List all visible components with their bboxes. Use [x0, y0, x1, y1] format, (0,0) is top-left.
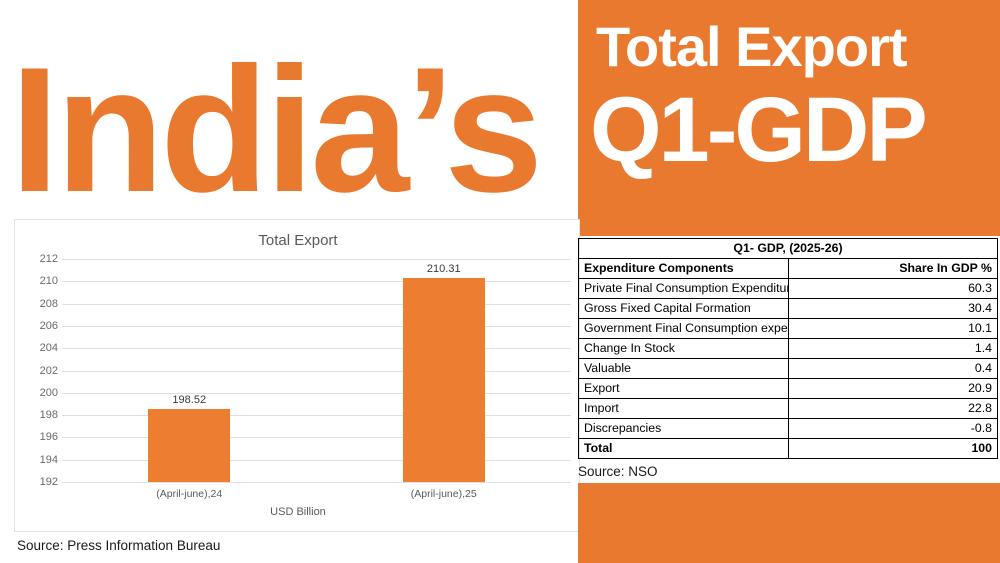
table-row: Gross Fixed Capital Formation 30.4: [578, 298, 998, 319]
column-header-share-in-gdp: Share In GDP %: [787, 258, 998, 279]
q1-gdp-table: Q1- GDP, (2025-26) Expenditure Component…: [578, 238, 998, 459]
chart-bar-value-label: 198.52: [172, 394, 207, 407]
chart-gridline: [62, 259, 571, 260]
total-export-bar-chart: Total Export 212 210 208 206 204 202 200 198 196…: [14, 219, 580, 532]
chart-gridline: [62, 325, 571, 327]
chart-gridline: [62, 348, 571, 350]
header-title-q1-gdp: Q1-GDP: [590, 79, 928, 181]
table-cell-share: 10.1: [787, 318, 998, 339]
table-cell-share: 20.9: [787, 378, 998, 399]
chart-plot-area: 198.52 (April-june),24 210.31 (April-june),…: [62, 259, 571, 500]
table-cell-share: 22.8: [787, 398, 998, 419]
table-row: Discrepancies -0.8: [578, 418, 998, 439]
chart-bar: [402, 277, 485, 482]
table-cell-component: Valuable: [578, 358, 789, 379]
table-row: Export 20.9: [578, 378, 998, 399]
table-row: Change In Stock 1.4: [578, 338, 998, 359]
table-cell-component: Discrepancies: [578, 418, 789, 439]
y-axis-tick-label: 200: [39, 386, 58, 399]
header-title-total-export: Total Export: [596, 15, 908, 78]
y-axis-tick-label: 202: [39, 364, 58, 377]
table-row: Valuable 0.4: [578, 358, 998, 379]
orange-footer-block: [578, 483, 1000, 563]
x-axis-title: USD Billion: [270, 506, 326, 518]
chart-title: Total Export: [258, 232, 338, 249]
q1-gdp-table-wrapper: Q1- GDP, (2025-26) Expenditure Component…: [578, 238, 998, 459]
table-cell-total-value: 100: [787, 438, 998, 459]
table-cell-component: Private Final Consumption Expenditure: [578, 278, 789, 299]
chart-gridline: [62, 415, 571, 417]
table-cell-component: Change In Stock: [578, 338, 789, 359]
table-cell-share: 0.4: [787, 358, 998, 379]
y-axis-tick-label: 208: [39, 297, 58, 310]
table-cell-component: Export: [578, 378, 789, 399]
chart-gridline: [62, 392, 571, 394]
chart-gridline: [62, 281, 571, 283]
table-cell-component: Import: [578, 398, 789, 419]
chart-gridline: [62, 437, 571, 439]
chart-category-label: (April-june),24: [156, 488, 223, 500]
orange-header-block: Total Export Q1-GDP: [578, 0, 1000, 236]
table-row: Government Final Consumption expenditure…: [578, 318, 998, 339]
table-row: Import 22.8: [578, 398, 998, 419]
chart-category-label: (April-june),25: [410, 488, 477, 500]
table-cell-share: -0.8: [787, 418, 998, 439]
chart-bar-value-label: 210.31: [426, 262, 461, 275]
headline-indias: India’s: [10, 40, 543, 220]
table-title-row: Q1- GDP, (2025-26): [578, 238, 998, 259]
y-axis-tick-label: 206: [39, 319, 58, 332]
y-axis-tick-label: 212: [39, 253, 58, 265]
y-axis-tick-label: 198: [39, 409, 58, 422]
chart-source-note: Source: Press Information Bureau: [17, 538, 221, 553]
chart-bar: [148, 409, 231, 482]
y-axis-tick-labels: 212 210 208 206 204 202 200 198 196 194 192: [15, 253, 58, 488]
table-source-note: Source: NSO: [578, 464, 658, 479]
table-cell-component: Government Final Consumption expenditure: [578, 318, 789, 339]
table-cell-total-label: Total: [578, 438, 789, 459]
table-total-row: Total 100: [578, 438, 998, 459]
chart-gridline: [62, 370, 571, 372]
y-axis-tick-label: 204: [39, 342, 58, 355]
chart-gridline: [62, 303, 571, 305]
table-row: Private Final Consumption Expenditure 60.…: [578, 278, 998, 299]
table-body: Q1- GDP, (2025-26) Expenditure Component…: [578, 238, 998, 459]
table-cell-share: 30.4: [787, 298, 998, 319]
chart-gridline: [62, 459, 571, 461]
column-header-expenditure-components: Expenditure Components: [578, 258, 789, 279]
table-cell-share: 1.4: [787, 338, 998, 359]
table-cell-share: 60.3: [787, 278, 998, 299]
y-axis-tick-label: 194: [39, 453, 58, 466]
chart-gridline: [62, 482, 571, 483]
y-axis-tick-label: 196: [39, 431, 58, 444]
y-axis-tick-label: 210: [39, 275, 58, 288]
table-header-row: Expenditure Components Share In GDP %: [578, 258, 998, 279]
table-cell-component: Gross Fixed Capital Formation: [578, 298, 789, 319]
table-title: Q1- GDP, (2025-26): [578, 238, 998, 259]
y-axis-tick-label: 192: [39, 476, 58, 488]
